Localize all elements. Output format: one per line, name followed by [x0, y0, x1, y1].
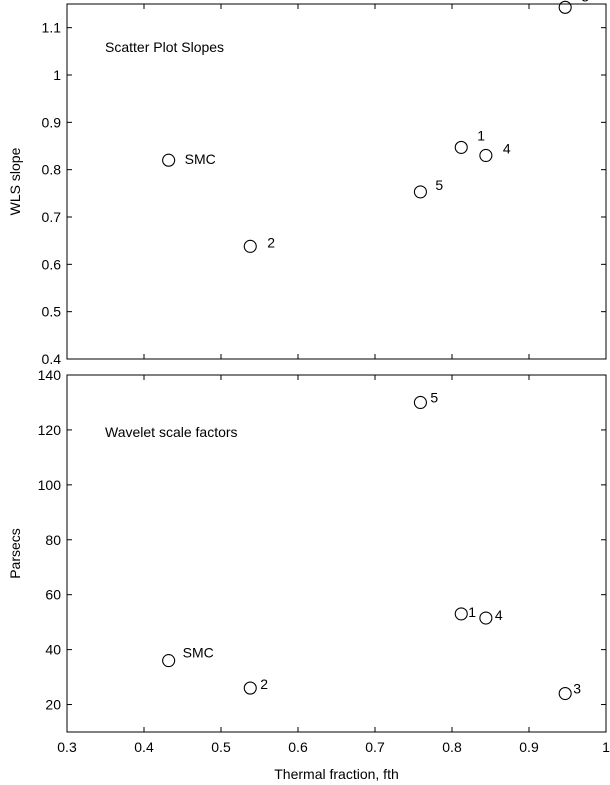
data-point-label: 1: [468, 604, 476, 620]
data-point: [162, 654, 176, 668]
y-tick-label: 0.7: [42, 209, 62, 225]
panel-title: Wavelet scale factors: [105, 424, 238, 440]
y-tick-label: 120: [38, 422, 62, 438]
y-tick-label: 1: [53, 67, 61, 83]
data-point-label: 2: [267, 234, 275, 250]
y-tick-label: 20: [45, 697, 61, 713]
y-tick-label: 0.9: [42, 114, 62, 130]
x-tick-label: 0.6: [288, 739, 308, 755]
data-point: [479, 148, 493, 163]
data-point-label: SMC: [183, 645, 214, 661]
y-tick-label: 0.4: [42, 351, 62, 367]
x-tick-label: 0.4: [134, 739, 154, 755]
x-tick-label: 0.8: [442, 739, 462, 755]
x-tick-label: 0.7: [365, 739, 385, 755]
data-point-label: 5: [435, 177, 443, 193]
plot-frame: [66, 374, 607, 733]
data-point: [558, 687, 572, 701]
chart-panel-1: 0.4 0.5 0.6 0.7 0.8 0.9 1 1.1 Scatter Plot Slope…: [7, 0, 607, 367]
x-axis-label: Thermal fraction, fth: [274, 766, 399, 782]
x-tick-label: 1: [602, 739, 610, 755]
y-tick-label: 100: [38, 477, 62, 493]
y-tick-label: 140: [38, 367, 62, 383]
data-point-label: 2: [260, 676, 268, 692]
y-tick-label: 0.6: [42, 256, 62, 272]
x-tick-label: 0.9: [519, 739, 539, 755]
y-tick-label: 60: [45, 587, 61, 603]
y-tick-label: 0.5: [42, 304, 62, 320]
chart-panel-2: 0.3 0.4 0.5 0.6 0.7 0.8 0.9 120406080100120140W…: [7, 367, 610, 782]
data-point: [558, 0, 572, 14]
data-point: [413, 395, 427, 410]
data-point: [243, 239, 257, 253]
data-point: [162, 153, 176, 167]
x-tick-label: 0.5: [211, 739, 231, 755]
y-tick-label: 80: [45, 532, 61, 548]
data-point-label: SMC: [185, 151, 216, 167]
data-point-label: 5: [430, 389, 438, 405]
data-point-label: 3: [573, 681, 581, 697]
data-point-label: 4: [503, 140, 511, 156]
y-axis-label: WLS slope: [7, 147, 23, 215]
y-tick-label: 0.8: [42, 162, 62, 178]
x-tick-label: 0.3: [57, 739, 77, 755]
data-point: [243, 681, 257, 695]
y-tick-label: 40: [45, 642, 61, 658]
data-point: [479, 611, 493, 625]
data-point-label: 4: [495, 607, 503, 623]
data-point-label: 3: [581, 0, 589, 4]
data-point: [454, 607, 468, 621]
y-axis-label: Parsecs: [7, 528, 23, 579]
data-point: [454, 140, 468, 154]
data-point: [413, 185, 427, 199]
y-tick-label: 1.1: [42, 20, 62, 36]
plot-frame: [66, 3, 607, 360]
data-point-label: 1: [477, 127, 485, 143]
panel-title: Scatter Plot Slopes: [105, 39, 224, 55]
